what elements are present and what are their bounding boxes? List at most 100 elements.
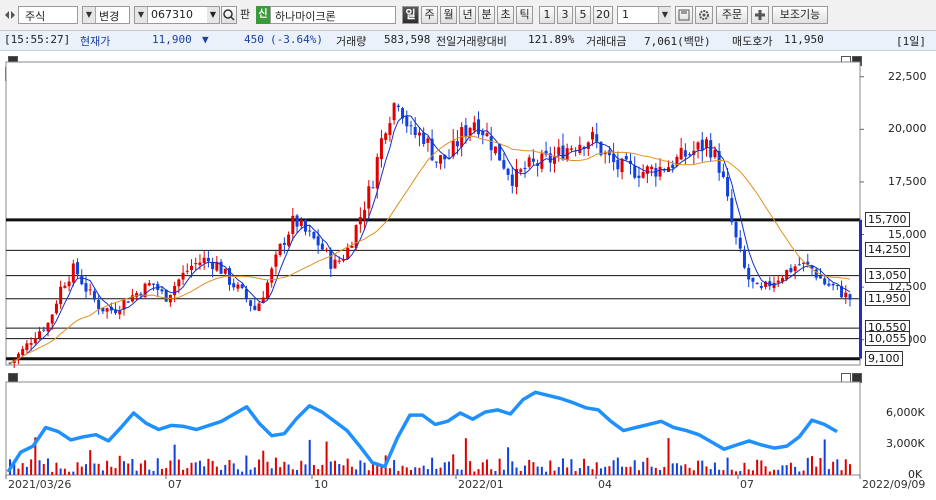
volume-bar	[768, 471, 771, 475]
volume-bar	[291, 469, 294, 475]
candle-body	[223, 268, 227, 274]
candle-body	[177, 279, 181, 287]
aux-function-button[interactable]: 보조기능	[772, 6, 828, 24]
candle-body	[312, 231, 316, 239]
interval-1-button[interactable]: 1	[539, 6, 555, 24]
volume-bar	[426, 469, 429, 475]
candle-body	[498, 143, 502, 161]
candle-body	[76, 262, 80, 275]
candle-body	[71, 263, 75, 283]
candle-body	[679, 147, 683, 160]
volume-bar	[637, 470, 640, 475]
volume-bar	[498, 458, 501, 475]
candle-body	[97, 300, 101, 310]
candle-body	[371, 187, 375, 189]
candle-body	[464, 125, 468, 137]
period-tick-button[interactable]: 틱	[516, 6, 533, 24]
period-minute-button[interactable]: 분	[478, 6, 495, 24]
volume-bar	[840, 470, 843, 475]
candle-body	[122, 299, 126, 310]
candle-body	[270, 268, 274, 283]
interval-5-button[interactable]: 5	[575, 6, 591, 24]
candle-body	[519, 169, 523, 172]
candle-body	[730, 197, 734, 223]
candle-body	[595, 134, 599, 142]
candle-body	[607, 150, 611, 156]
candle-body	[561, 145, 565, 160]
candle-body	[472, 122, 476, 131]
volume-bar	[388, 468, 391, 475]
stock-code-input[interactable]: ▼ 067310	[134, 6, 220, 24]
dropdown-arrow-icon: ▼	[83, 7, 96, 23]
volume-bar	[823, 439, 826, 475]
candle-body	[502, 160, 506, 169]
candle-body	[350, 245, 354, 248]
volume-bar	[372, 462, 375, 475]
candle-body	[768, 281, 772, 287]
candle-body	[265, 282, 269, 299]
period-month-button[interactable]: 월	[440, 6, 457, 24]
order-button[interactable]: 주문	[716, 6, 748, 24]
search-button[interactable]	[221, 6, 237, 24]
candle-body	[755, 282, 759, 285]
volume-bar	[616, 457, 619, 475]
quote-time: [15:55:27]	[4, 33, 71, 46]
price-pane	[5, 61, 861, 366]
candle-body	[443, 154, 447, 160]
add-indicator-button[interactable]	[751, 6, 769, 24]
candle-body	[8, 362, 12, 364]
change-select[interactable]: ▼ 변경	[82, 6, 130, 24]
volume-bar	[439, 467, 442, 475]
candle-body	[181, 272, 185, 280]
count-input[interactable]: 1 ▼	[617, 6, 671, 24]
volume-bar	[241, 471, 244, 475]
nav-arrows-icon[interactable]	[4, 6, 16, 24]
interval-3-button[interactable]: 3	[557, 6, 573, 24]
volume-bar	[481, 462, 484, 475]
volume-bar	[642, 461, 645, 475]
period-week-button[interactable]: 주	[421, 6, 438, 24]
volume-bar	[376, 462, 379, 475]
price-volume-chart	[5, 61, 864, 479]
period-second-button[interactable]: 초	[497, 6, 514, 24]
volume-bar	[722, 470, 725, 475]
date-tick-label: 07	[168, 478, 182, 491]
price-change: 450	[244, 33, 264, 46]
volume-bar	[25, 466, 28, 475]
save-button[interactable]	[675, 6, 693, 24]
period-year-button[interactable]: 년	[459, 6, 476, 24]
volume-bar	[317, 469, 320, 475]
code-dropdown-button[interactable]: ▼	[207, 6, 220, 24]
candle-body	[147, 283, 151, 286]
volume-bar	[735, 471, 738, 475]
volume-bar	[194, 462, 197, 475]
settings-button[interactable]	[695, 6, 713, 24]
market-type-select[interactable]: 주식	[18, 6, 78, 24]
candle-body	[810, 265, 814, 269]
stock-name-field[interactable]: 하나마이크론	[270, 6, 396, 24]
candle-body	[523, 167, 527, 170]
volume-bar	[135, 470, 138, 475]
volume-bar	[574, 471, 577, 475]
candle-body	[785, 269, 789, 280]
volume-bar	[258, 459, 261, 475]
price-change-pct: (-3.64%)	[270, 33, 323, 46]
candle-body	[211, 261, 215, 270]
volume-bar	[688, 467, 691, 475]
volume-bar	[249, 469, 252, 475]
credit-badge: 신	[256, 6, 270, 24]
candle-body	[439, 155, 443, 164]
stock-name: 하나마이크론	[275, 10, 336, 23]
volume-bar	[523, 465, 526, 475]
volume-bar	[114, 468, 117, 475]
volume-bar	[827, 469, 830, 475]
volume-bar	[422, 465, 425, 475]
volume-bar	[540, 466, 543, 475]
moving-average-short	[9, 115, 851, 364]
volume-bar	[751, 470, 754, 475]
period-day-button[interactable]: 일	[402, 6, 419, 24]
volume-bar	[266, 461, 269, 475]
volume-bar	[342, 465, 345, 475]
candle-body	[358, 216, 362, 225]
interval-20-button[interactable]: 20	[593, 6, 613, 24]
